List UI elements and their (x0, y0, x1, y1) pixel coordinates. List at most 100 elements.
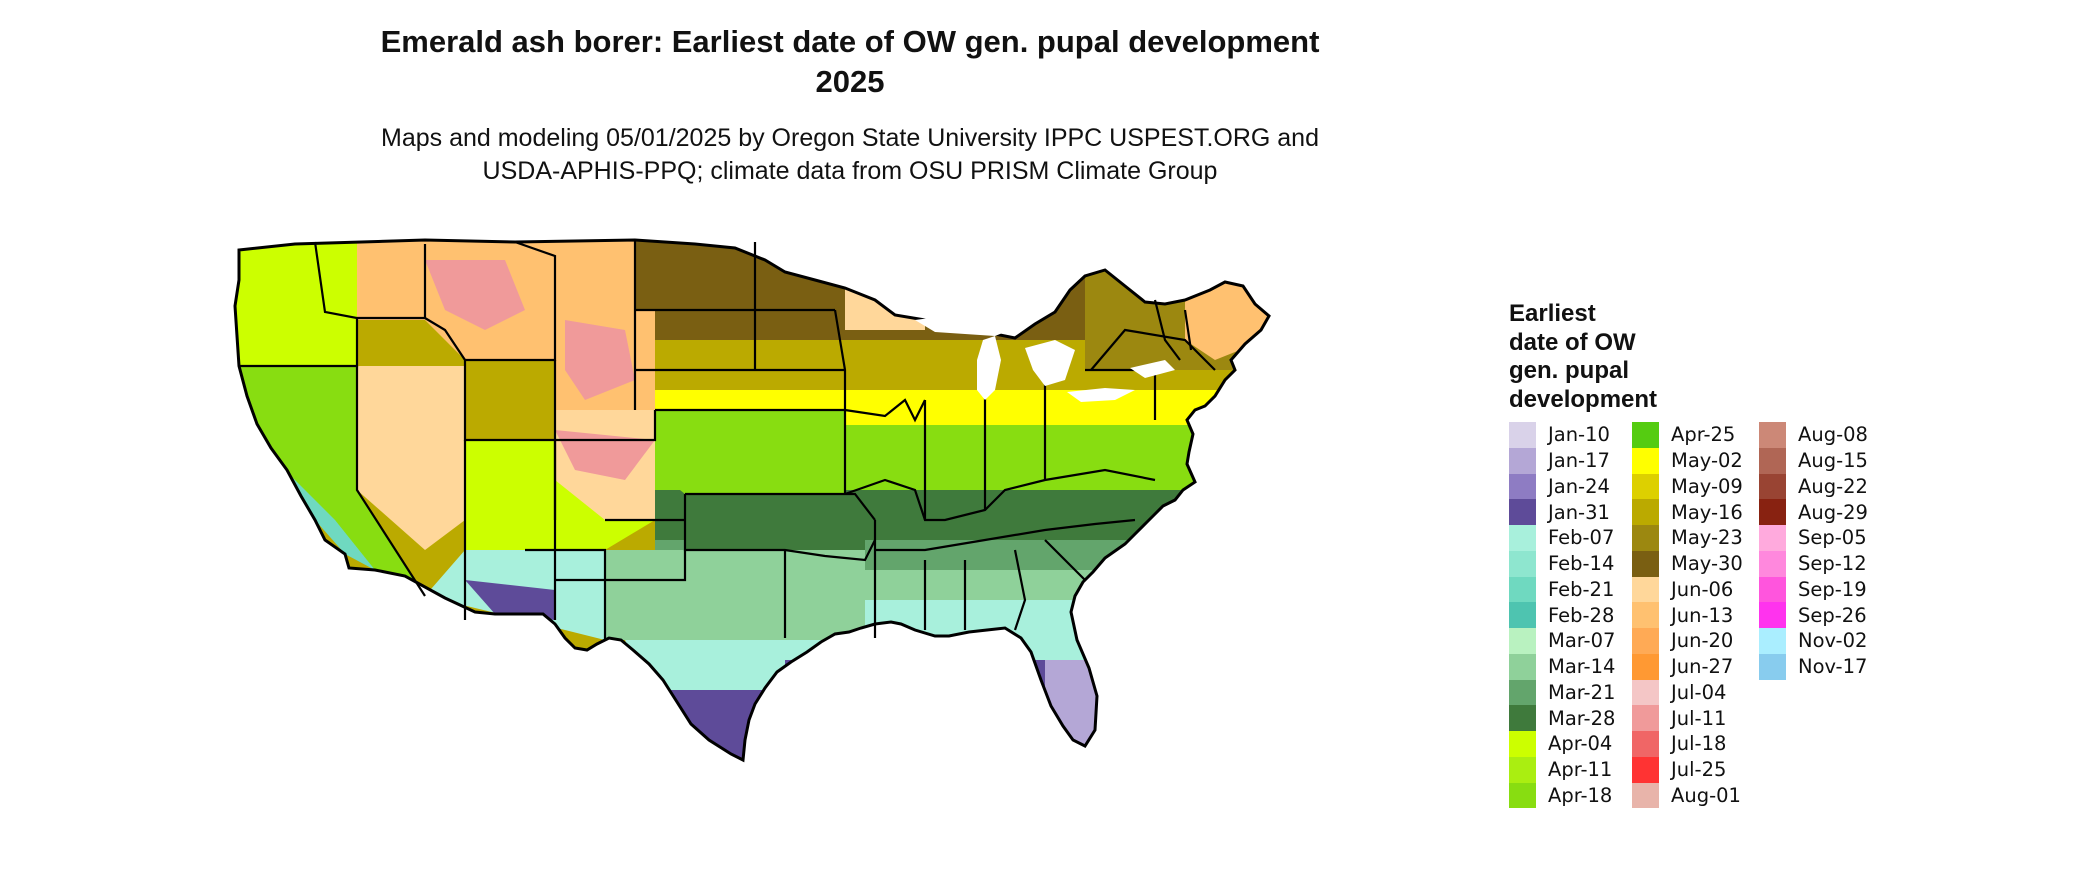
legend-swatch (1509, 447, 1536, 474)
legend-title-line: Earliest (1509, 300, 1596, 327)
region-california (235, 366, 425, 596)
legend-item: Jan-10 (1509, 422, 1615, 448)
legend-item: Jun-13 (1632, 602, 1743, 628)
region-oklahoma (685, 494, 865, 550)
legend-title-line: gen. pupal (1509, 357, 1629, 384)
map-fill (235, 240, 1269, 760)
legend-item: Aug-15 (1759, 447, 1868, 474)
legend-swatch (1509, 628, 1536, 654)
legend-label: May-30 (1671, 552, 1743, 576)
legend-swatch (1509, 782, 1536, 809)
legend-title-line: development (1509, 385, 1658, 413)
legend-label: Aug-08 (1798, 423, 1868, 447)
legend-title-line: date of OW (1509, 328, 1636, 356)
legend-label: Sep-26 (1798, 603, 1867, 627)
legend-swatch (1509, 653, 1536, 680)
region-great-basin (357, 366, 465, 550)
legend-swatch (1509, 602, 1536, 628)
legend-label: Apr-25 (1671, 423, 1736, 447)
legend-label: Aug-22 (1798, 474, 1868, 498)
legend-label: Jun-06 (1671, 577, 1734, 601)
legend-label: Jan-31 (1548, 500, 1610, 524)
legend-swatch (1509, 576, 1536, 603)
legend-label: May-02 (1671, 449, 1743, 473)
legend-swatch (1632, 756, 1659, 783)
legend-swatch (1632, 473, 1659, 500)
legend-swatch (1632, 653, 1659, 680)
legend-swatch (1632, 679, 1659, 706)
legend-item: Feb-14 (1509, 550, 1615, 577)
legend-label: Apr-11 (1548, 758, 1613, 782)
great-lakes (915, 316, 1175, 402)
region-minnesota-north (845, 240, 925, 330)
map-title-line1: Emerald ash borer: Earliest date of OW g… (380, 24, 1320, 59)
legend-item: Mar-14 (1509, 653, 1616, 680)
legend-label: Jul-04 (1671, 680, 1727, 704)
legend-column-2: Apr-25 May-02 May-09 May-16 May-23 May-30 Jun-… (1632, 422, 1743, 809)
legend-item: May-16 (1632, 499, 1743, 525)
legend-item: May-02 (1632, 447, 1743, 474)
legend-item: Apr-11 (1509, 756, 1615, 783)
legend-label: Jan-17 (1548, 449, 1610, 473)
legend-item: Aug-08 (1759, 422, 1868, 448)
legend-swatch (1632, 550, 1659, 577)
legend-item: Aug-22 (1759, 473, 1868, 500)
legend-item: Jul-18 (1632, 731, 1743, 757)
region-colorado-peaks (555, 430, 655, 480)
legend-item: Aug-01 (1632, 782, 1743, 809)
legend-label: Mar-14 (1548, 655, 1616, 679)
legend-swatch (1509, 705, 1536, 731)
legend-item: Jun-27 (1632, 653, 1743, 680)
legend-item: May-30 (1632, 550, 1743, 577)
region-texas-north (605, 550, 865, 640)
legend-swatch (1632, 782, 1659, 809)
legend-swatch (1509, 499, 1536, 525)
legend-item: Jun-20 (1632, 628, 1743, 654)
map-subtitle-line2: USDA-APHIS-PPQ; climate data from OSU PR… (482, 157, 1218, 185)
legend-label: Apr-04 (1548, 732, 1613, 756)
region-ca-coast (285, 470, 375, 570)
region-wyoming-mtn (565, 320, 635, 400)
legend-item: Jul-11 (1632, 705, 1743, 731)
legend-swatch (1632, 525, 1659, 551)
legend-item: Jan-17 (1509, 447, 1615, 474)
legend-swatch (1509, 756, 1536, 783)
legend-title: Earliest date of OW gen. pupal developme… (1509, 300, 1709, 414)
legend-label: Sep-12 (1798, 552, 1867, 576)
legend-swatch (1632, 705, 1659, 731)
legend-label: Mar-21 (1548, 680, 1616, 704)
legend-item: Jan-24 (1509, 473, 1615, 500)
legend-item: Apr-04 (1509, 731, 1615, 757)
legend-column-3: Aug-08 Aug-15 Aug-22 Aug-29 Sep-05 Sep-12 Sep-… (1759, 422, 1868, 680)
legend-swatch (1759, 473, 1786, 500)
legend-label: Feb-21 (1548, 577, 1615, 601)
legend-swatch (1509, 473, 1536, 500)
region-az-low (465, 580, 555, 620)
legend-swatch (1759, 499, 1786, 525)
legend-label: Feb-14 (1548, 552, 1615, 576)
legend-label: May-16 (1671, 500, 1743, 524)
region-north-dakota (635, 240, 845, 310)
legend-label: Aug-01 (1671, 783, 1741, 807)
legend-item: Jul-25 (1632, 756, 1743, 783)
legend-swatch (1509, 550, 1536, 577)
legend-label: Mar-07 (1548, 629, 1616, 653)
legend-item: Mar-07 (1509, 628, 1615, 654)
legend-item: Nov-02 (1759, 628, 1868, 654)
legend-item: Apr-18 (1509, 782, 1615, 809)
legend-item: Apr-25 (1632, 422, 1743, 448)
legend-label: Apr-18 (1548, 783, 1613, 807)
region-northeast (1085, 260, 1269, 370)
map-title-line2: 2025 (815, 64, 885, 99)
legend-item: Jan-31 (1509, 499, 1615, 525)
legend-item: Sep-05 (1759, 525, 1868, 551)
legend-item: Nov-17 (1759, 653, 1868, 680)
legend-label: Jun-20 (1671, 629, 1734, 653)
band-apr (655, 425, 1269, 490)
legend-label: Aug-15 (1798, 449, 1868, 473)
legend-swatch (1509, 731, 1536, 757)
legend-swatch (1632, 731, 1659, 757)
region-maine (1185, 280, 1269, 360)
legend-label: May-23 (1671, 526, 1743, 550)
legend-label: Aug-29 (1798, 500, 1868, 524)
